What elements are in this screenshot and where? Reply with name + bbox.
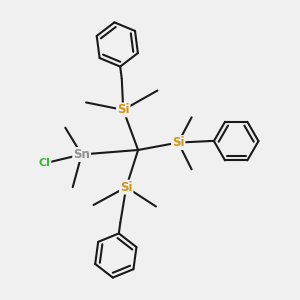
Text: Si: Si xyxy=(172,136,184,149)
Text: Cl: Cl xyxy=(38,158,50,168)
Text: Si: Si xyxy=(117,103,130,116)
Text: Sn: Sn xyxy=(73,148,90,161)
Text: Si: Si xyxy=(120,181,133,194)
